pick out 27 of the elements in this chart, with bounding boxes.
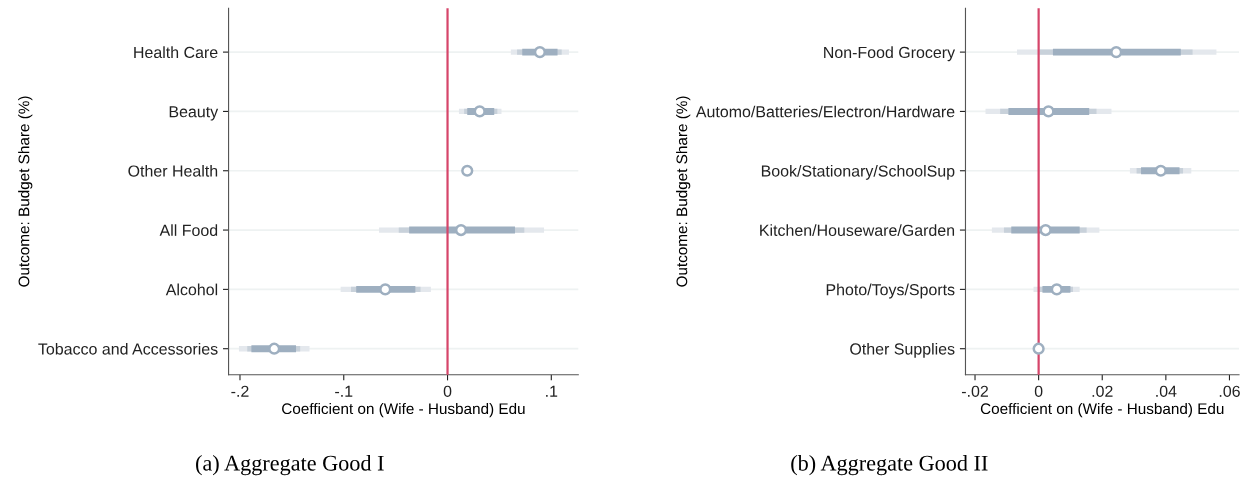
x-tick-label: -.2	[231, 385, 249, 397]
x-tick-label: 0	[1034, 385, 1043, 397]
y-tick-label: Book/Stationary/SchoolSup	[761, 164, 955, 180]
x-tick-label: -.02	[961, 385, 988, 397]
y-tick-label: Kitchen/Houseware/Garden	[760, 224, 955, 237]
y-tick-label: Non-Food Grocery	[824, 46, 956, 62]
y-axis-title: Outcome: Budget Share (%)	[676, 96, 691, 287]
x-tick-label: .1	[546, 385, 558, 397]
x-tick-label: -.1	[335, 385, 353, 397]
text: (a) Aggregate Good I	[196, 455, 384, 476]
y-tick-label: Other Supplies	[850, 342, 955, 358]
x-tick-label: 0	[443, 385, 452, 397]
x-axis-title: Coefficient on (Wife - Husband) Edu	[980, 402, 1224, 418]
x-tick-label: .06	[1219, 385, 1240, 397]
y-tick-label: Tobacco and Accessories	[38, 342, 218, 355]
x-axis-title: Coefficient on (Wife - Husband) Edu	[282, 402, 525, 418]
y-tick-label: Health Care	[134, 46, 218, 59]
y-tick-label: Photo/Toys/Sports	[826, 283, 955, 299]
x-tick-label: .02	[1092, 385, 1113, 397]
y-axis-title: Outcome: Budget Share (%)	[18, 96, 33, 287]
y-tick-label: Other Health	[128, 164, 218, 177]
y-tick-label: Beauty	[169, 106, 219, 121]
y-tick-label: All Food	[159, 224, 218, 237]
y-tick-label: Automo/Batteries/Electron/Hardware	[695, 105, 955, 118]
text: (b) Aggregate Good II	[791, 455, 988, 476]
x-tick-label: .04	[1156, 385, 1177, 397]
y-tick-label: Alcohol	[165, 283, 218, 296]
